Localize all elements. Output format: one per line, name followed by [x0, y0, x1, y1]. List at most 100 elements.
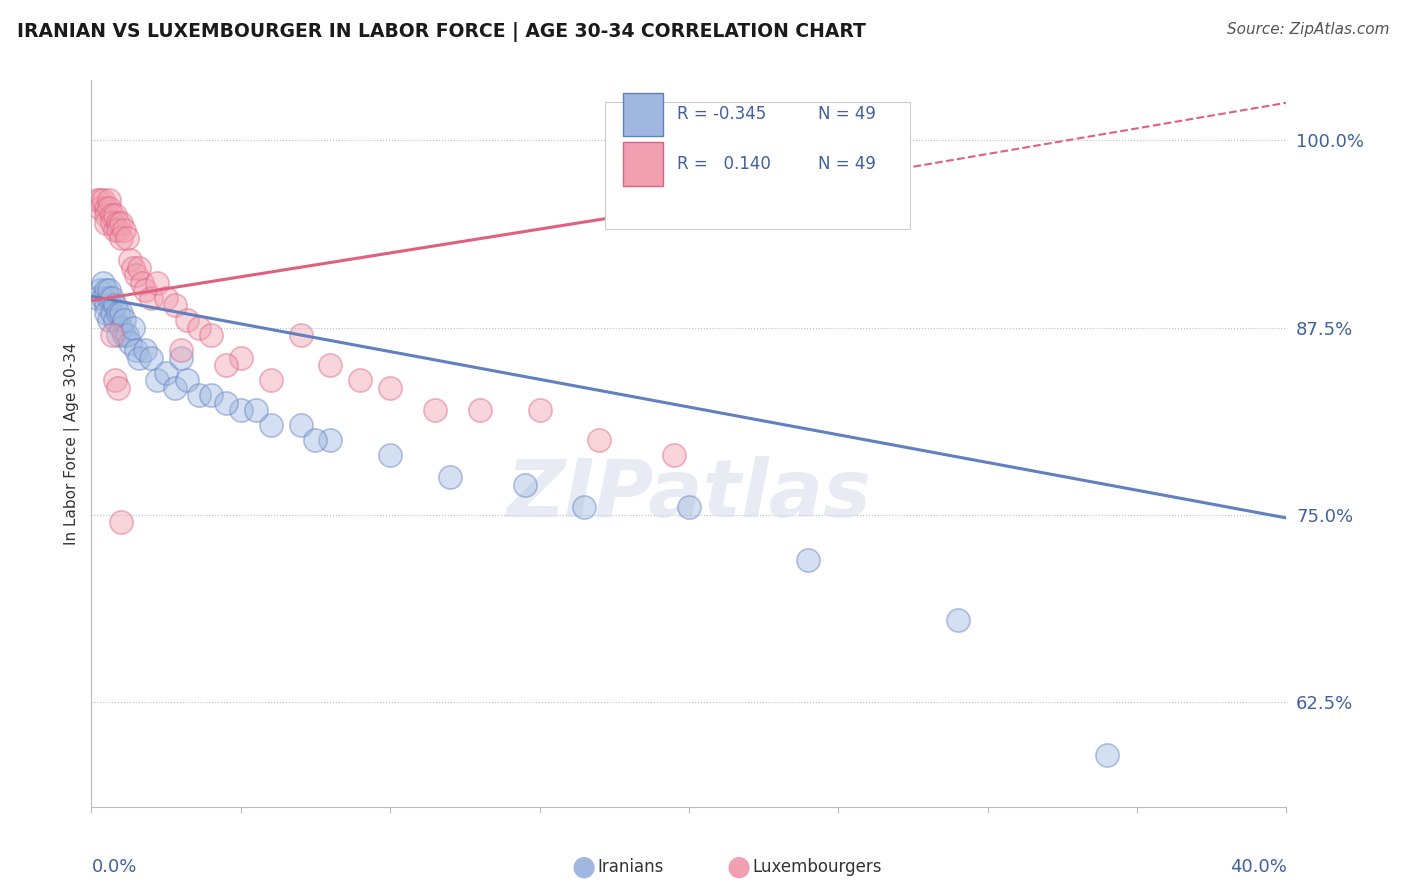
Point: [115, 230, 138, 244]
Point: [215, 358, 238, 372]
Point: [125, 268, 148, 282]
Point: [188, 388, 211, 402]
Point: [176, 313, 198, 327]
Text: R =   0.140: R = 0.140: [678, 155, 770, 173]
Text: Iranians: Iranians: [598, 858, 664, 876]
FancyBboxPatch shape: [605, 102, 910, 229]
Point: [101, 328, 124, 343]
Point: [104, 223, 127, 237]
Point: [107, 223, 129, 237]
Point: [86, 291, 108, 305]
Text: ●: ●: [725, 853, 751, 881]
Point: [229, 351, 252, 365]
Text: IRANIAN VS LUXEMBOURGER IN LABOR FORCE | AGE 30-34 CORRELATION CHART: IRANIAN VS LUXEMBOURGER IN LABOR FORCE |…: [17, 22, 866, 42]
Point: [112, 313, 135, 327]
Point: [176, 373, 198, 387]
Point: [112, 328, 135, 343]
Point: [122, 320, 145, 334]
Point: [163, 380, 186, 394]
Point: [98, 193, 121, 207]
Point: [141, 351, 163, 365]
Point: [128, 260, 150, 275]
Point: [259, 373, 281, 387]
Point: [110, 516, 132, 530]
Text: 40.0%: 40.0%: [1230, 858, 1286, 876]
Point: [128, 351, 150, 365]
Point: [200, 388, 222, 402]
Point: [439, 470, 461, 484]
Point: [96, 283, 118, 297]
Text: 0.0%: 0.0%: [91, 858, 136, 876]
Text: N = 49: N = 49: [818, 105, 876, 123]
Point: [107, 216, 129, 230]
Point: [115, 328, 138, 343]
Point: [1097, 747, 1119, 762]
Point: [304, 433, 326, 447]
Point: [349, 373, 371, 387]
Point: [120, 253, 142, 268]
Point: [98, 291, 121, 305]
Text: ZIPatlas: ZIPatlas: [506, 456, 872, 533]
Point: [96, 216, 118, 230]
Point: [96, 305, 118, 319]
Point: [101, 216, 124, 230]
Point: [290, 417, 312, 432]
Point: [98, 201, 121, 215]
Point: [104, 208, 127, 222]
Point: [93, 276, 115, 290]
Point: [529, 403, 551, 417]
Point: [468, 403, 491, 417]
Point: [134, 343, 156, 357]
Point: [380, 380, 402, 394]
Point: [423, 403, 446, 417]
Point: [574, 500, 596, 515]
Point: [290, 328, 312, 343]
Point: [229, 403, 252, 417]
Point: [98, 313, 121, 327]
Point: [101, 305, 124, 319]
Y-axis label: In Labor Force | Age 30-34: In Labor Force | Age 30-34: [65, 343, 80, 545]
Point: [146, 276, 169, 290]
Point: [112, 223, 135, 237]
Point: [662, 448, 685, 462]
Point: [104, 373, 127, 387]
Point: [107, 305, 129, 319]
Point: [678, 500, 700, 515]
Point: [96, 208, 118, 222]
Point: [141, 291, 163, 305]
Point: [104, 313, 127, 327]
Point: [120, 335, 142, 350]
Point: [98, 283, 121, 297]
Text: Source: ZipAtlas.com: Source: ZipAtlas.com: [1226, 22, 1389, 37]
Point: [797, 553, 820, 567]
Point: [588, 433, 610, 447]
Text: N = 49: N = 49: [818, 155, 876, 173]
Point: [89, 201, 111, 215]
Point: [101, 208, 124, 222]
Text: Luxembourgers: Luxembourgers: [752, 858, 882, 876]
Point: [245, 403, 267, 417]
Point: [107, 380, 129, 394]
Point: [170, 343, 193, 357]
Point: [188, 320, 211, 334]
Point: [93, 193, 115, 207]
Point: [134, 283, 156, 297]
Point: [146, 373, 169, 387]
Point: [96, 298, 118, 312]
Point: [107, 328, 129, 343]
Text: R = -0.345: R = -0.345: [678, 105, 766, 123]
Point: [155, 291, 177, 305]
Point: [101, 291, 124, 305]
Point: [89, 283, 111, 297]
Point: [104, 298, 127, 312]
Point: [319, 433, 342, 447]
Point: [131, 276, 153, 290]
Point: [89, 193, 111, 207]
Point: [380, 448, 402, 462]
Point: [110, 320, 132, 334]
Point: [200, 328, 222, 343]
Point: [122, 260, 145, 275]
Point: [215, 395, 238, 409]
Point: [155, 366, 177, 380]
Text: ●: ●: [571, 853, 596, 881]
